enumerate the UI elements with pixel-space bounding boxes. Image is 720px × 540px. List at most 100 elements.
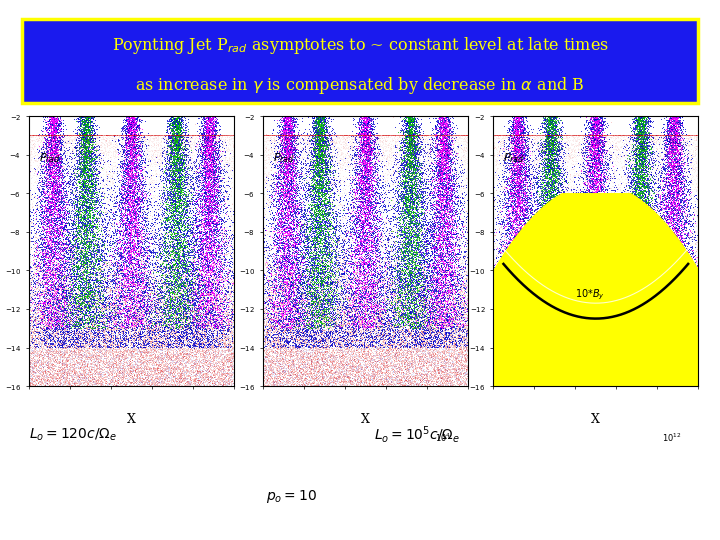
Point [381, 290, 392, 299]
Point [639, 114, 650, 123]
Point [448, 321, 459, 330]
Point [196, 274, 207, 282]
Point [200, 310, 212, 319]
Point [289, 190, 301, 199]
Point [198, 173, 210, 181]
Point [662, 300, 674, 309]
Point [359, 344, 370, 353]
Point [382, 299, 394, 308]
Point [456, 291, 468, 299]
Point [282, 177, 294, 185]
Point [658, 343, 670, 352]
Point [549, 289, 560, 298]
Point [632, 370, 644, 379]
Point [122, 135, 133, 144]
Point [402, 181, 413, 190]
Point [400, 382, 412, 390]
Point [35, 282, 46, 291]
Point [129, 177, 140, 186]
Point [661, 186, 672, 194]
Text: $P_{rad}$: $P_{rad}$ [503, 151, 525, 165]
Point [629, 258, 640, 266]
Point [461, 215, 472, 224]
Point [276, 311, 287, 320]
Point [653, 326, 665, 334]
Point [85, 258, 96, 266]
Point [516, 323, 527, 332]
Point [380, 350, 392, 359]
Point [350, 202, 361, 211]
Point [577, 319, 589, 328]
Point [407, 254, 418, 262]
Point [557, 145, 568, 154]
Point [68, 172, 80, 181]
Point [451, 228, 463, 237]
Point [117, 147, 129, 156]
Point [101, 140, 112, 149]
Point [544, 113, 555, 122]
Point [441, 258, 452, 267]
Point [511, 210, 523, 218]
Point [577, 343, 589, 352]
Point [614, 280, 626, 289]
Point [121, 252, 132, 261]
Point [335, 333, 346, 341]
Point [556, 131, 567, 140]
Point [268, 339, 279, 348]
Point [127, 139, 138, 147]
Point [567, 285, 578, 294]
Point [44, 242, 55, 251]
Point [680, 246, 691, 254]
Point [570, 291, 581, 299]
Point [80, 184, 91, 193]
Point [297, 362, 309, 371]
Point [491, 298, 503, 307]
Point [193, 254, 204, 262]
Point [207, 132, 219, 140]
Point [590, 336, 602, 345]
Point [668, 364, 680, 373]
Point [606, 190, 617, 198]
Point [402, 169, 414, 178]
Point [585, 342, 596, 350]
Point [389, 131, 400, 140]
Point [318, 136, 330, 145]
Point [582, 224, 594, 233]
Point [174, 254, 186, 262]
Point [620, 275, 631, 284]
Point [172, 205, 184, 213]
Point [204, 220, 215, 229]
Point [351, 336, 363, 345]
Point [109, 329, 121, 338]
Point [685, 131, 697, 140]
Point [663, 263, 675, 272]
Point [401, 156, 413, 164]
Point [388, 357, 400, 366]
Point [276, 270, 287, 279]
Point [179, 213, 190, 222]
Point [43, 342, 55, 350]
Point [204, 142, 215, 151]
Point [73, 187, 85, 196]
Point [38, 330, 50, 339]
Point [433, 172, 445, 181]
Point [176, 166, 188, 174]
Point [583, 272, 595, 281]
Point [199, 144, 211, 153]
Point [73, 254, 85, 263]
Point [491, 338, 503, 347]
Point [443, 269, 454, 278]
Point [330, 234, 341, 242]
Point [35, 227, 47, 235]
Point [616, 326, 628, 335]
Point [643, 284, 654, 292]
Point [442, 177, 454, 186]
Point [673, 364, 685, 373]
Point [119, 151, 130, 159]
Point [43, 319, 55, 328]
Point [87, 180, 99, 188]
Point [575, 339, 587, 347]
Point [554, 254, 565, 262]
Point [68, 286, 80, 294]
Point [58, 368, 69, 376]
